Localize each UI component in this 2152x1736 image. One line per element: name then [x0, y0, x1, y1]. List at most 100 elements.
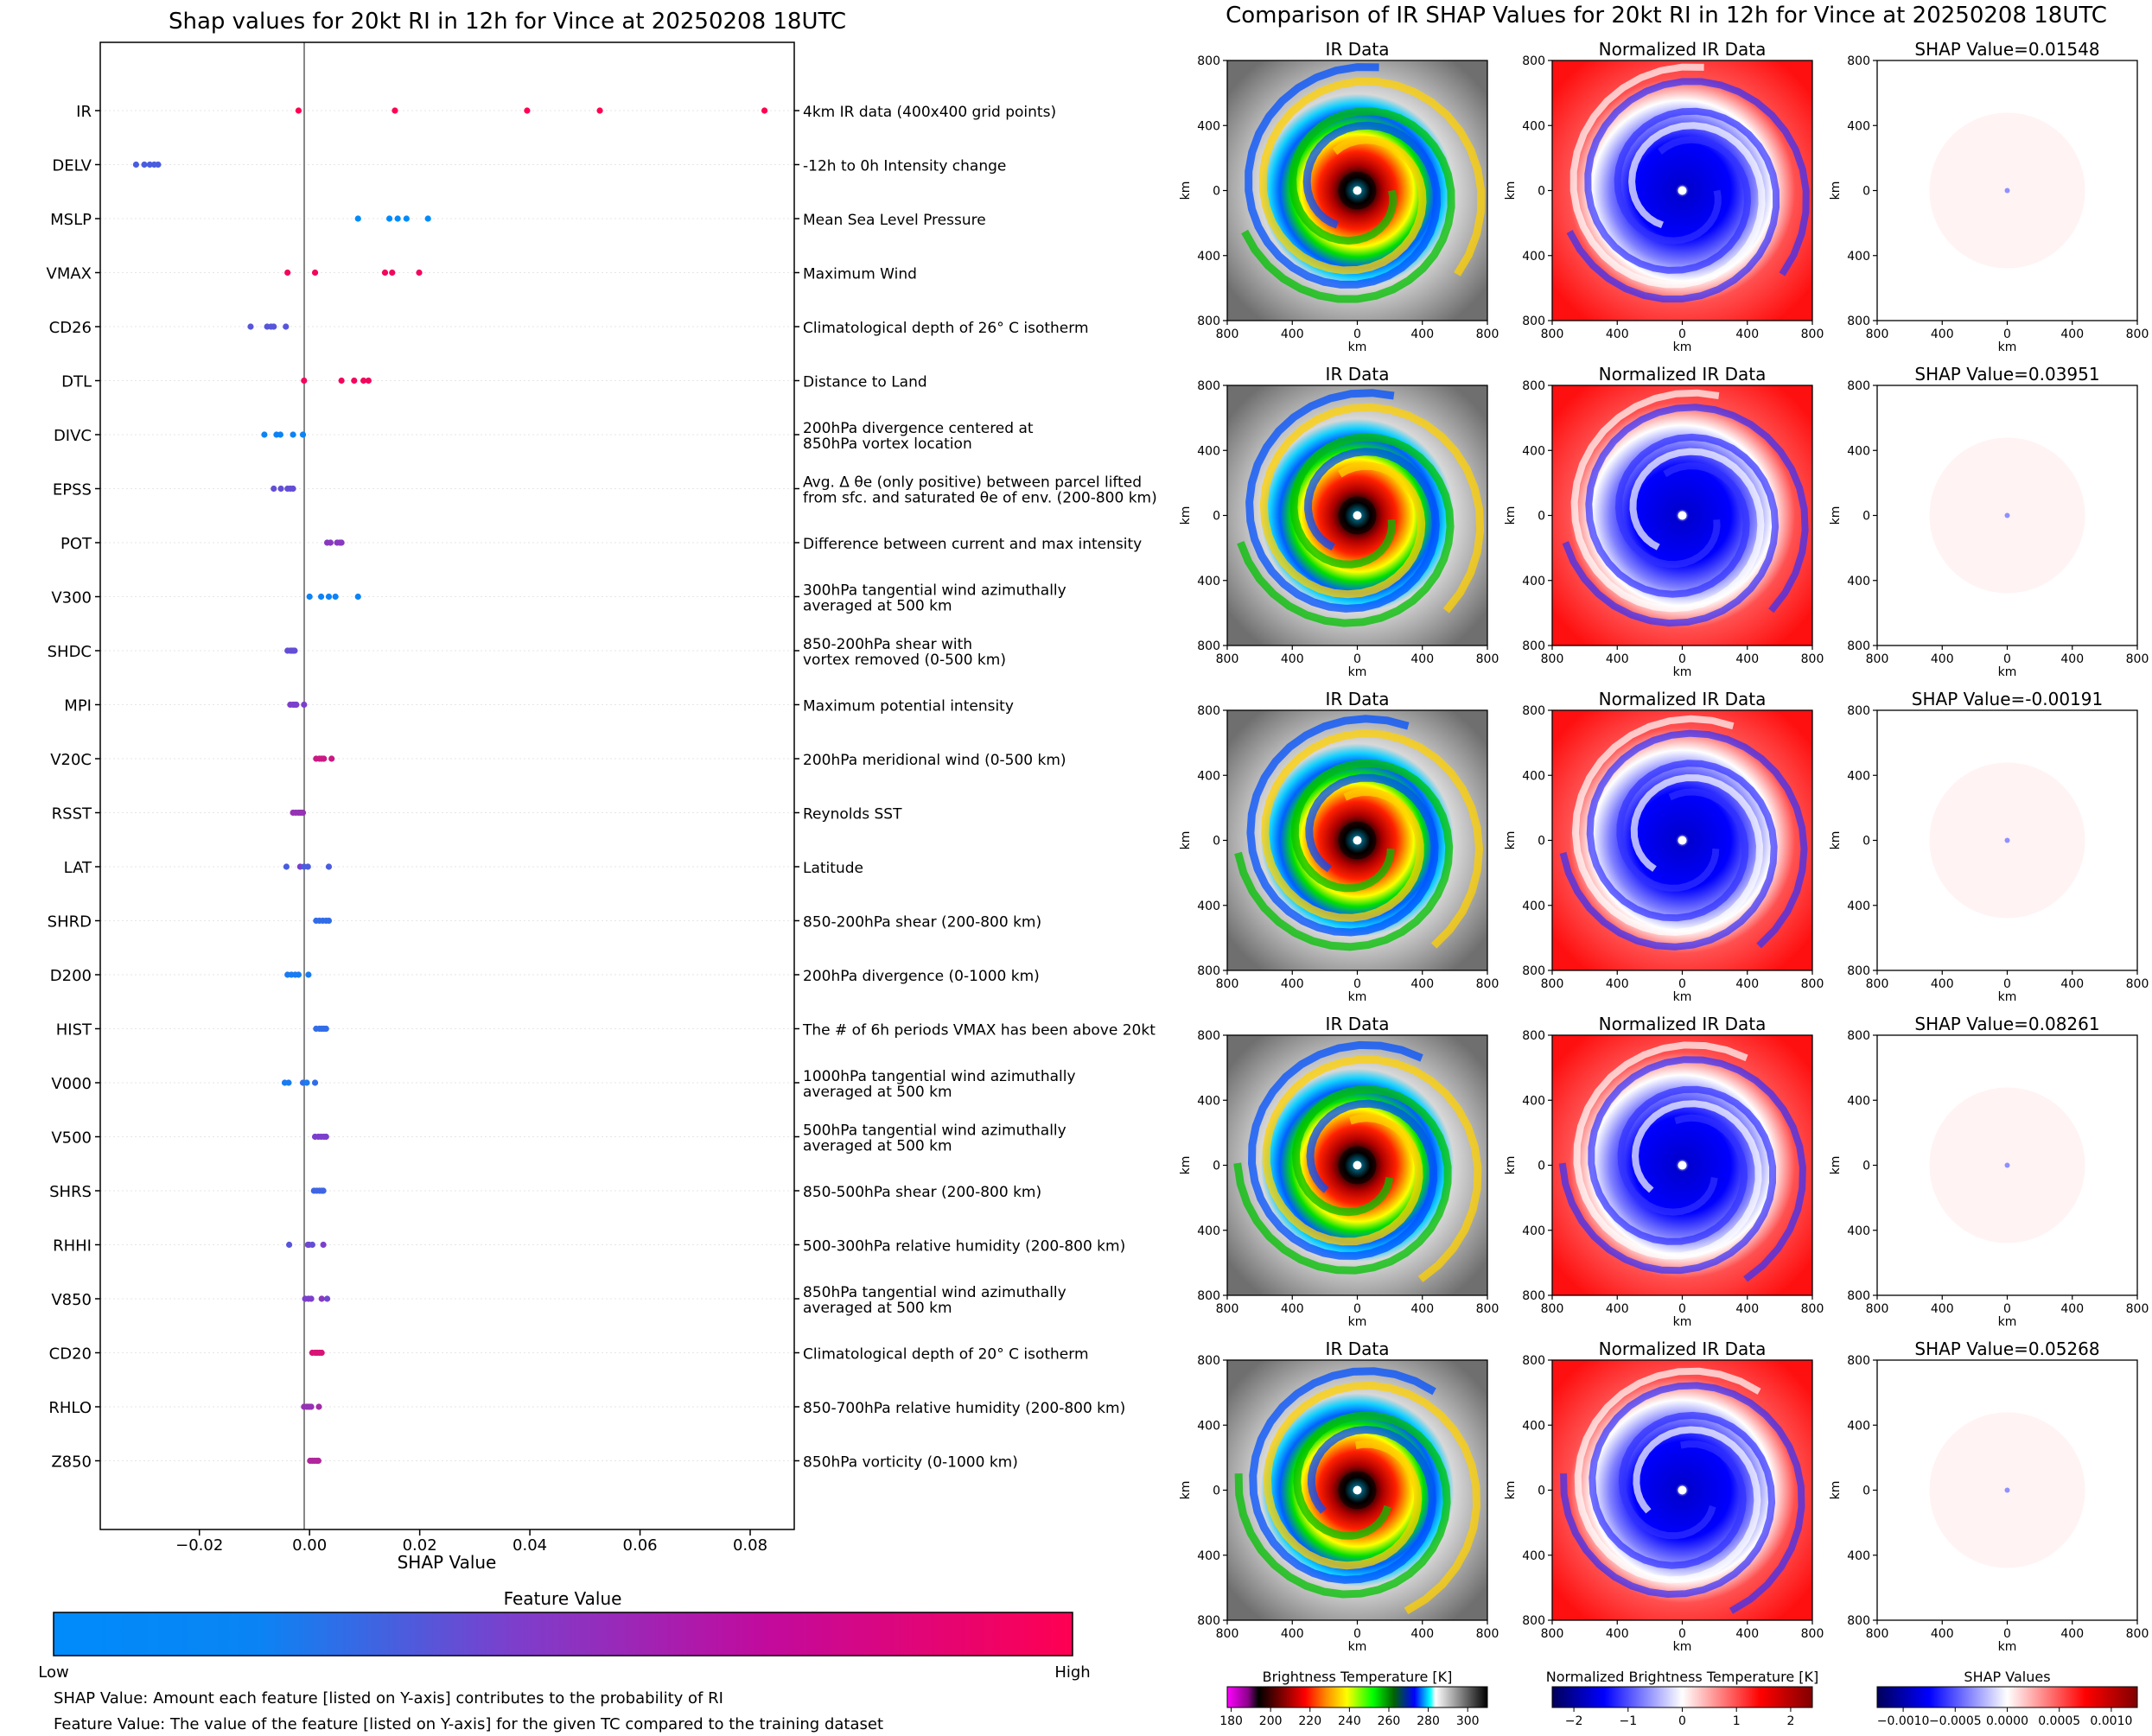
- feature-description: 850hPa vortex location: [803, 436, 972, 453]
- y-tick-label: 800: [1522, 1029, 1545, 1043]
- x-tick-label: 400: [1606, 1627, 1629, 1641]
- left-title: Shap values for 20kt RI in 12h for Vince…: [169, 9, 846, 35]
- storm-eye: [1353, 511, 1362, 520]
- feature-label-v850: V850: [51, 1291, 92, 1309]
- feature-description: 850hPa tangential wind azimuthally: [803, 1284, 1066, 1301]
- x-tick-label: 400: [1735, 327, 1759, 341]
- y-tick-label: 800: [1847, 379, 1870, 393]
- shap-point: [354, 593, 361, 601]
- y-axis-label: km: [1504, 506, 1518, 525]
- x-tick-label: 800: [1476, 652, 1499, 666]
- right-title: Comparison of IR SHAP Values for 20kt RI…: [1226, 3, 2107, 29]
- x-axis: −0.02 0.00 0.02 0.04 0.06 0.08: [175, 1529, 767, 1555]
- shap-point: [351, 377, 358, 385]
- spiral-band: [1245, 63, 1442, 289]
- y-axis-label: km: [1504, 181, 1518, 200]
- shap-point: [132, 161, 140, 169]
- y-tick-label: 800: [1522, 639, 1545, 653]
- y-tick-label: 0: [1213, 1485, 1220, 1498]
- y-axis-label: km: [1829, 1156, 1843, 1175]
- y-tick-label: 400: [1847, 250, 1870, 264]
- shap-point: [392, 107, 398, 114]
- footnote-shap-value: SHAP Value: Amount each feature [listed …: [54, 1689, 723, 1707]
- spiral-band: [1558, 1085, 1777, 1275]
- x-tick-label: 800: [1216, 1302, 1239, 1316]
- x-tick-label: 400: [2060, 327, 2084, 341]
- colorbar-tick-label: 1: [1733, 1714, 1741, 1728]
- x-tick-label: 800: [1216, 652, 1239, 666]
- feature-label-mpi: MPI: [64, 697, 92, 715]
- x-tick-label: 400: [1281, 1302, 1304, 1316]
- y-tick-label: 800: [1847, 964, 1870, 978]
- shap-point: [354, 215, 361, 222]
- x-tick-label: 800: [1541, 1627, 1564, 1641]
- x-tick-label: 0: [1353, 1302, 1361, 1316]
- y-tick-label: 400: [1847, 769, 1870, 783]
- shap-point: [301, 863, 308, 870]
- feature-label-cd26: CD26: [49, 319, 92, 337]
- y-tick-label: 0: [1862, 1485, 1870, 1498]
- y-tick-label: 800: [1197, 964, 1220, 978]
- spiral-band: [1588, 1056, 1806, 1282]
- x-tick-label: 400: [1606, 977, 1629, 991]
- shap-center: [2004, 1487, 2010, 1493]
- y-tick-label: 800: [1522, 964, 1545, 978]
- x-tick-label: 800: [1866, 1627, 1889, 1641]
- spiral-band: [1584, 78, 1810, 277]
- shap-point: [285, 1241, 293, 1249]
- y-tick-label: 400: [1522, 250, 1545, 264]
- colorbar-tick-label: 0.0010: [2090, 1714, 2132, 1728]
- y-tick-label: 800: [1847, 54, 1870, 68]
- y-tick-label: 800: [1197, 704, 1220, 718]
- feature-label-shdc: SHDC: [48, 643, 92, 661]
- spiral-band: [1589, 1382, 1805, 1614]
- y-tick-label: 400: [1522, 119, 1545, 133]
- x-tick-label: 400: [1735, 977, 1759, 991]
- y-tick-label: 400: [1197, 444, 1220, 458]
- y-tick-label: 800: [1197, 1354, 1220, 1368]
- x-tick-label: 0: [1353, 327, 1361, 341]
- y-tick-label: 800: [1847, 639, 1870, 653]
- colorbar-tick-label: 300: [1456, 1714, 1480, 1728]
- x-tick-label: 0: [1678, 652, 1686, 666]
- colorbar: SHAP Values −0.0010 −0.0005 0.0000 0.0005 0.0…: [1876, 1669, 2138, 1728]
- y-axis-label: km: [1829, 1481, 1843, 1500]
- x-tick-label: 400: [1606, 327, 1629, 341]
- feature-label-v500: V500: [51, 1129, 92, 1148]
- shap-point: [318, 1295, 325, 1302]
- shap-point: [332, 593, 339, 601]
- x-tick-label: 0: [2003, 1302, 2011, 1316]
- shap-point: [328, 755, 335, 762]
- x-tick-label: 800: [1541, 977, 1564, 991]
- y-tick-label: 400: [1847, 900, 1870, 913]
- spiral-band: [1245, 389, 1440, 613]
- ir-comparison-panels: IR Data 800 800 400 400 0 0 400 400 800 800 km km Nor…: [1179, 39, 2149, 1654]
- y-axis-label: km: [1504, 1156, 1518, 1175]
- colorbars: Brightness Temperature [K] 180 200 220 240 26…: [1219, 1669, 2138, 1728]
- feature-label-v000: V000: [51, 1075, 92, 1093]
- spiral-band: [1566, 107, 1780, 302]
- feature-label-mslp: MSLP: [50, 211, 92, 229]
- x-tick-label: 800: [1801, 1302, 1824, 1316]
- x-tick-label: 800: [1216, 1627, 1239, 1641]
- feature-description: Difference between current and max inten…: [803, 536, 1142, 553]
- y-tick-label: 800: [1847, 1614, 1870, 1628]
- spiral-band: [1259, 403, 1485, 614]
- shap-point: [322, 1133, 329, 1141]
- spiral-band: [1559, 760, 1778, 951]
- x-tick-label: 400: [2060, 652, 2084, 666]
- y-tick-label: 0: [1538, 835, 1545, 849]
- feature-description: 850-200hPa shear with: [803, 636, 972, 653]
- shap-point: [381, 269, 389, 277]
- y-tick-label: 400: [1847, 1094, 1870, 1108]
- shap-center: [2004, 188, 2010, 194]
- x-axis-label: km: [1348, 665, 1367, 679]
- x-tick-label: 800: [1476, 977, 1499, 991]
- panel-row: IR Data80080040040000400400800800kmkmNor…: [1179, 1014, 2149, 1329]
- shap-point: [284, 269, 291, 277]
- y-tick-label: 800: [1522, 1354, 1545, 1368]
- feature-label-rhhi: RHHI: [53, 1237, 92, 1256]
- shap-point: [524, 107, 531, 114]
- feature-label-v300: V300: [51, 589, 92, 607]
